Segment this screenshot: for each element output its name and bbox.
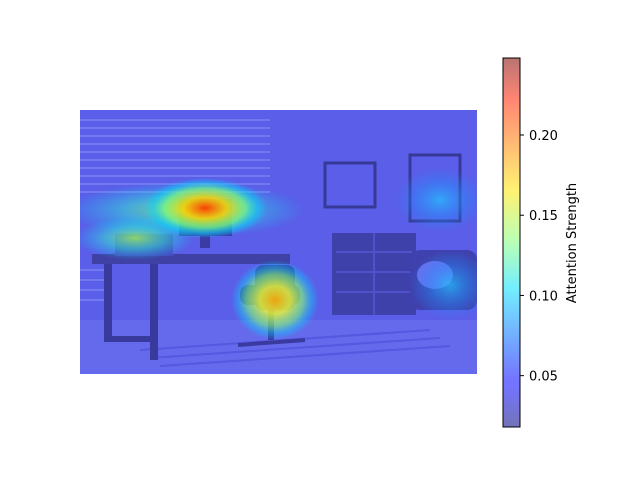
colorbar-tick-label: 0.20 [529, 129, 558, 144]
picture-frame-left [323, 161, 377, 209]
colorbar: 0.05 0.10 0.15 0.20 Attention Strength [502, 57, 580, 428]
colorbar-ticks: 0.05 0.10 0.15 0.20 [520, 129, 558, 385]
hotspot-monitor [143, 178, 267, 238]
colorbar-label: Attention Strength [565, 183, 580, 303]
dresser [332, 233, 416, 315]
colorbar-frame [502, 57, 521, 428]
colorbar-tick-label: 0.05 [529, 370, 558, 385]
colorbar-tick-label: 0.10 [529, 289, 558, 304]
hotspot-armchair [410, 250, 477, 320]
attention-overlay [80, 168, 477, 340]
desk [92, 254, 290, 360]
heatmap-image [80, 110, 477, 374]
hotspot-chair [231, 260, 319, 340]
colorbar-tick-label: 0.15 [529, 209, 558, 224]
hotspot-right-wall [395, 168, 477, 232]
colorbar-gradient [503, 58, 520, 427]
